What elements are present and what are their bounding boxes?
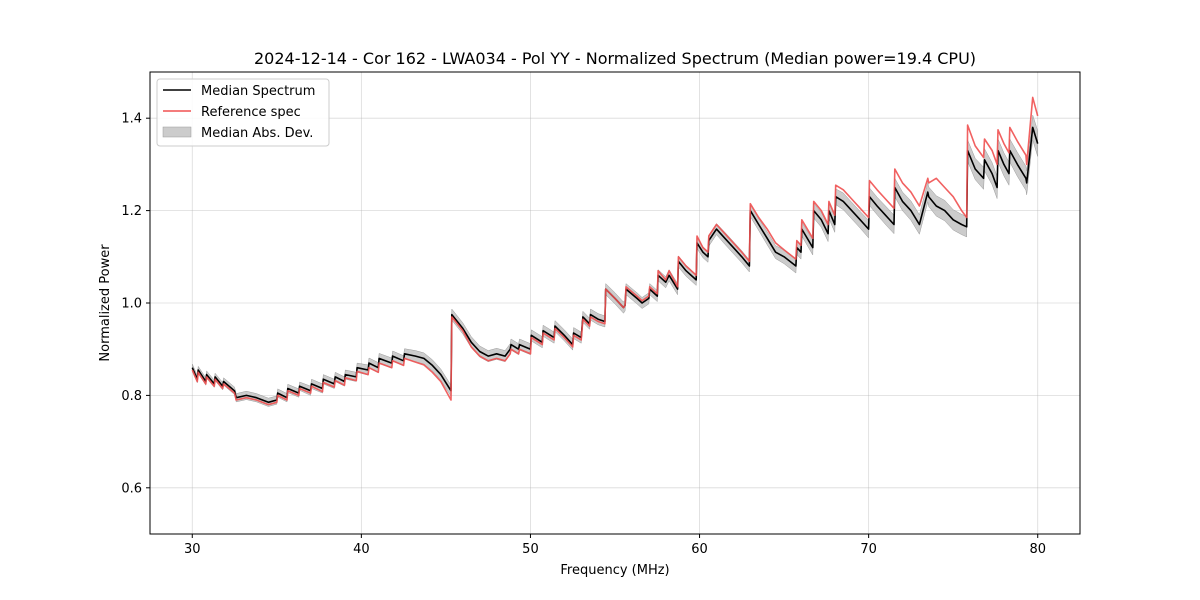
x-axis-label: Frequency (MHz) — [560, 563, 669, 578]
y-axis-ticks: 0.6 0.8 1.0 1.2 1.4 — [121, 112, 150, 496]
y-axis-label: Normalized Power — [98, 244, 113, 362]
y-tick-label: 1.2 — [121, 204, 142, 219]
mad-band-group — [192, 114, 1038, 407]
x-tick-label: 80 — [1029, 542, 1046, 557]
x-tick-label: 40 — [353, 542, 370, 557]
x-tick-label: 30 — [184, 542, 201, 557]
y-tick-label: 1.4 — [121, 112, 142, 127]
legend-median-label: Median Spectrum — [201, 84, 315, 99]
legend-box — [156, 78, 330, 147]
y-tick-label: 0.8 — [121, 389, 142, 404]
legend: Median Spectrum Reference spec Median Ab… — [156, 78, 330, 147]
legend-reference-label: Reference spec — [201, 105, 301, 120]
mad-band — [192, 114, 1038, 407]
x-axis-ticks: 30 40 50 60 70 80 — [184, 534, 1046, 557]
series-lines — [191, 96, 1039, 406]
x-tick-label: 70 — [860, 542, 877, 557]
chart-title: 2024-12-14 - Cor 162 - LWA034 - Pol YY -… — [254, 49, 976, 68]
reference-spec-line — [191, 96, 1039, 406]
legend-mad-label: Median Abs. Dev. — [201, 126, 313, 141]
x-tick-label: 60 — [691, 542, 708, 557]
y-tick-label: 1.0 — [121, 297, 142, 312]
x-tick-label: 50 — [522, 542, 539, 557]
legend-mad-swatch — [162, 126, 192, 138]
y-tick-label: 0.6 — [121, 481, 142, 496]
